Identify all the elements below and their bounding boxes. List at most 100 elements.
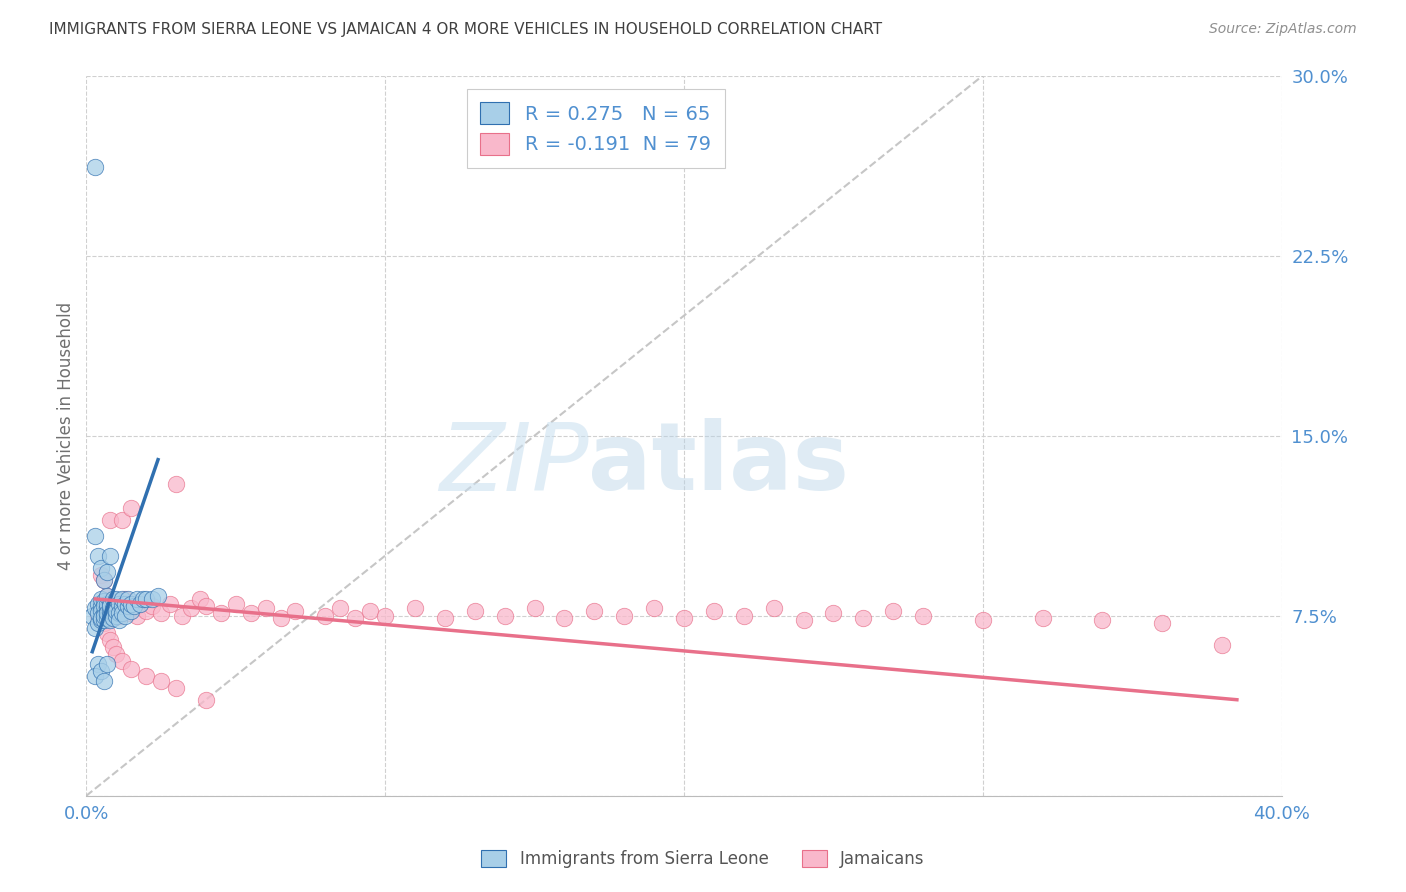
Point: [129, 597, 152, 611]
Point: [122, 599, 145, 613]
Point: [90, 604, 112, 618]
Point: [96, 611, 118, 625]
Text: atlas: atlas: [588, 418, 849, 510]
Point: [103, 611, 125, 625]
Point: [105, 608, 128, 623]
Point: [90, 591, 112, 606]
Point: [105, 604, 128, 618]
Point: [98, 549, 121, 563]
Point: [135, 604, 157, 618]
Point: [87, 657, 110, 671]
Point: [972, 614, 994, 628]
Point: [90, 611, 112, 625]
Legend: R = 0.275   N = 65, R = -0.191  N = 79: R = 0.275 N = 65, R = -0.191 N = 79: [467, 89, 724, 169]
Point: [108, 608, 131, 623]
Point: [188, 591, 211, 606]
Point: [374, 608, 396, 623]
Point: [329, 601, 352, 615]
Point: [96, 604, 118, 618]
Point: [96, 607, 118, 621]
Point: [93, 573, 115, 587]
Point: [84, 601, 107, 615]
Point: [93, 573, 115, 587]
Point: [93, 599, 115, 613]
Point: [105, 597, 128, 611]
Point: [108, 607, 131, 621]
Point: [127, 608, 149, 623]
Point: [180, 601, 202, 615]
Point: [103, 611, 125, 625]
Point: [114, 591, 136, 606]
Point: [135, 669, 157, 683]
Point: [793, 614, 815, 628]
Point: [93, 594, 115, 608]
Point: [194, 692, 217, 706]
Point: [90, 664, 112, 678]
Point: [344, 611, 367, 625]
Point: [132, 591, 155, 606]
Point: [111, 607, 134, 621]
Point: [93, 614, 115, 628]
Point: [703, 604, 725, 618]
Point: [129, 597, 152, 611]
Point: [98, 608, 121, 623]
Point: [90, 597, 112, 611]
Point: [284, 604, 307, 618]
Point: [404, 601, 426, 615]
Point: [733, 608, 755, 623]
Point: [93, 615, 115, 630]
Text: ZIP: ZIP: [439, 419, 588, 510]
Point: [82, 608, 104, 623]
Point: [96, 625, 118, 640]
Text: IMMIGRANTS FROM SIERRA LEONE VS JAMAICAN 4 OR MORE VEHICLES IN HOUSEHOLD CORRELA: IMMIGRANTS FROM SIERRA LEONE VS JAMAICAN…: [49, 22, 883, 37]
Point: [150, 607, 173, 621]
Point: [120, 661, 142, 675]
Point: [823, 607, 845, 621]
Point: [613, 608, 636, 623]
Point: [1211, 638, 1233, 652]
Point: [90, 599, 112, 613]
Point: [93, 599, 115, 613]
Point: [553, 611, 575, 625]
Point: [108, 597, 131, 611]
Point: [96, 657, 118, 671]
Point: [98, 614, 121, 628]
Point: [464, 604, 486, 618]
Point: [120, 597, 142, 611]
Point: [93, 607, 115, 621]
Point: [1152, 615, 1174, 630]
Point: [852, 611, 875, 625]
Point: [165, 681, 187, 695]
Point: [84, 529, 107, 543]
Point: [96, 590, 118, 604]
Point: [98, 604, 121, 618]
Point: [87, 597, 110, 611]
Point: [170, 608, 193, 623]
Point: [270, 611, 292, 625]
Point: [84, 669, 107, 683]
Point: [159, 597, 181, 611]
Point: [120, 500, 142, 515]
Point: [90, 611, 112, 625]
Point: [96, 601, 118, 615]
Point: [84, 621, 107, 635]
Point: [127, 591, 149, 606]
Point: [93, 608, 115, 623]
Legend: Immigrants from Sierra Leone, Jamaicans: Immigrants from Sierra Leone, Jamaicans: [475, 843, 931, 875]
Point: [98, 607, 121, 621]
Point: [98, 513, 121, 527]
Point: [117, 591, 139, 606]
Point: [882, 604, 904, 618]
Point: [141, 591, 163, 606]
Point: [762, 601, 785, 615]
Point: [146, 590, 169, 604]
Point: [105, 599, 128, 613]
Point: [98, 597, 121, 611]
Point: [103, 591, 125, 606]
Point: [90, 560, 112, 574]
Point: [93, 673, 115, 688]
Point: [90, 614, 112, 628]
Point: [523, 601, 546, 615]
Point: [150, 673, 173, 688]
Point: [98, 599, 121, 613]
